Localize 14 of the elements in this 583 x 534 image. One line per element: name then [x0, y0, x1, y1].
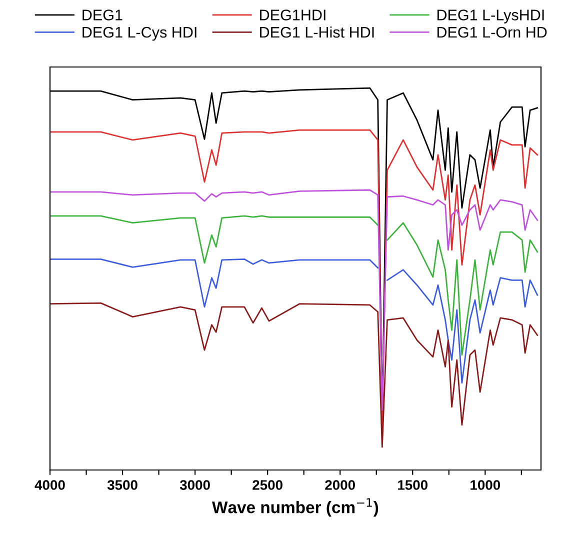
x-tick-label: 1000 — [470, 480, 500, 490]
x-axis-title: Wave number (cm$^{−1}$) — [212, 498, 378, 517]
x-tick-label: 1500 — [398, 480, 428, 490]
legend-label: DEG1 — [82, 10, 122, 20]
x-tick-label: 2500 — [252, 480, 282, 490]
legend-label: DEG1 L-Orn HD — [437, 26, 547, 38]
legend-label: DEG1 L-LysHDI — [437, 10, 544, 24]
x-tick-label: 3000 — [180, 480, 210, 490]
legend-label: DEG1HDI — [260, 10, 326, 20]
legend-label: DEG1 L-Cys HDI — [82, 26, 196, 41]
x-tick-label: 3500 — [107, 480, 138, 490]
x-tick-label: 2000 — [325, 480, 355, 490]
legend-label: DEG1 L-Hist HDI — [260, 26, 374, 38]
x-tick-label: 4000 — [34, 480, 65, 490]
